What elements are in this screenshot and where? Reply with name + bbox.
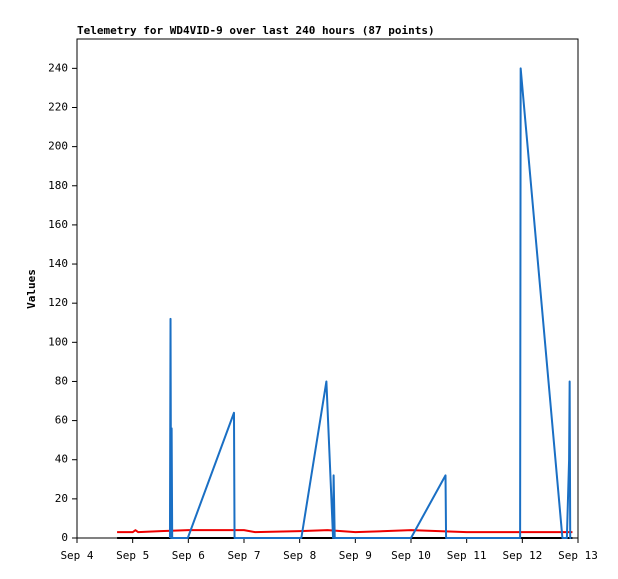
data-line xyxy=(117,529,573,534)
y-tick-label: 80 xyxy=(55,374,68,387)
x-tick-label: Sep 13 xyxy=(558,549,598,562)
y-tick-label: 100 xyxy=(48,335,68,348)
x-tick-label: Sep 11 xyxy=(447,549,487,562)
y-axis-title: Values xyxy=(25,269,38,309)
y-tick-label: 220 xyxy=(48,100,68,113)
data-line xyxy=(168,67,572,539)
y-tick-label: 160 xyxy=(48,218,68,231)
x-tick-label: Sep 7 xyxy=(227,549,260,562)
x-tick-label: Sep 4 xyxy=(60,549,93,562)
y-tick-label: 200 xyxy=(48,140,68,153)
x-tick-label: Sep 12 xyxy=(502,549,542,562)
x-tick-label: Sep 5 xyxy=(116,549,149,562)
y-tick-label: 40 xyxy=(55,453,68,466)
y-tick-label: 60 xyxy=(55,414,68,427)
y-tick-label: 140 xyxy=(48,257,68,270)
x-tick-label: Sep 10 xyxy=(391,549,431,562)
x-tick-label: Sep 6 xyxy=(172,549,205,562)
y-tick-label: 180 xyxy=(48,179,68,192)
x-tick-label: Sep 8 xyxy=(283,549,316,562)
x-tick-label: Sep 9 xyxy=(339,549,372,562)
chart-title: Telemetry for WD4VID-9 over last 240 hou… xyxy=(77,24,435,37)
y-tick-label: 0 xyxy=(61,531,68,544)
y-tick-label: 120 xyxy=(48,296,68,309)
plot-frame xyxy=(76,38,579,539)
y-tick-label: 240 xyxy=(48,61,68,74)
y-tick-label: 20 xyxy=(55,492,68,505)
